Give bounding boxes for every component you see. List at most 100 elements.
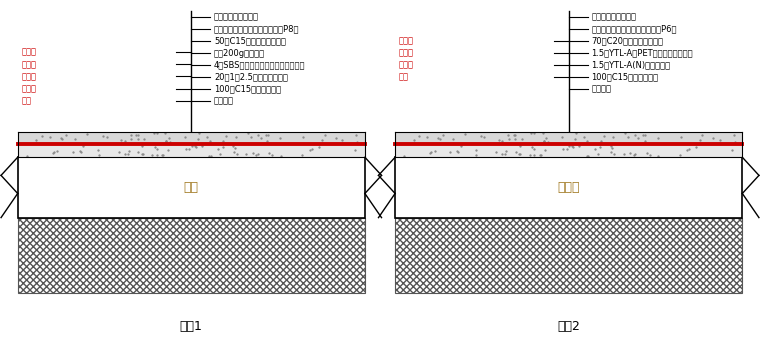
Point	[595, 139, 607, 144]
Point	[540, 135, 553, 141]
Bar	[395, 132, 743, 143]
Point	[274, 135, 287, 141]
Point	[55, 136, 67, 141]
Text: 地面（见工程做法）: 地面（见工程做法）	[214, 12, 259, 21]
Point	[263, 150, 275, 155]
Point	[131, 132, 143, 138]
Text: 花铺200g油毡一道: 花铺200g油毡一道	[214, 49, 265, 57]
Text: 抗渗钢筋混凝土底板（抗渗等级P6）: 抗渗钢筋混凝土底板（抗渗等级P6）	[591, 24, 677, 33]
Point	[97, 134, 109, 139]
Point	[629, 132, 641, 138]
Point	[136, 152, 148, 157]
Point	[21, 153, 33, 159]
Point	[150, 130, 163, 136]
Point	[592, 151, 604, 156]
Point	[398, 153, 410, 159]
Point	[570, 130, 582, 136]
Point	[652, 135, 664, 141]
Point	[52, 148, 64, 154]
Point	[424, 150, 436, 155]
Point	[296, 152, 309, 158]
Point	[115, 137, 127, 142]
Point	[569, 136, 581, 141]
Point	[179, 146, 192, 151]
Point	[496, 138, 508, 144]
Point	[230, 134, 242, 139]
Point	[150, 153, 163, 158]
Point	[56, 136, 68, 141]
Point	[707, 136, 719, 141]
Point	[78, 144, 90, 149]
Text: 地面（见工程做法）: 地面（见工程做法）	[591, 12, 636, 21]
Point	[67, 150, 79, 155]
Point	[618, 152, 630, 157]
Point	[509, 132, 521, 138]
Point	[492, 137, 505, 142]
Point	[81, 132, 93, 137]
Point	[69, 136, 81, 142]
Point	[644, 152, 656, 158]
Point	[229, 145, 241, 150]
Point	[250, 152, 262, 158]
Point	[581, 153, 593, 158]
Point	[162, 147, 174, 152]
Point	[148, 145, 160, 150]
Point	[36, 133, 48, 139]
Point	[349, 148, 361, 153]
Point	[515, 151, 527, 157]
Text: 防水层: 防水层	[399, 61, 414, 70]
Point	[100, 135, 112, 140]
Point	[119, 151, 131, 156]
Bar	[395, 157, 743, 218]
Point	[131, 132, 144, 138]
Point	[407, 137, 420, 143]
Point	[203, 153, 215, 158]
Point	[201, 134, 213, 140]
Text: 垫层: 垫层	[21, 96, 31, 105]
Point	[454, 144, 467, 149]
Point	[220, 134, 233, 139]
Bar	[395, 145, 743, 157]
Point	[132, 137, 144, 142]
Text: 1.5厚YTL-A(N)卷材防水层: 1.5厚YTL-A(N)卷材防水层	[591, 61, 670, 70]
Point	[275, 154, 287, 159]
Point	[231, 152, 243, 157]
Point	[330, 136, 342, 141]
Point	[673, 152, 686, 158]
Point	[240, 152, 252, 157]
Point	[123, 148, 135, 153]
Point	[242, 130, 254, 136]
Point	[306, 146, 318, 152]
Point	[255, 135, 267, 141]
Point	[499, 151, 511, 156]
Point	[474, 134, 486, 139]
Text: 筏板: 筏板	[184, 181, 199, 194]
Text: 20厚1：2.5水泥砂浆找平层: 20厚1：2.5水泥砂浆找平层	[214, 73, 288, 82]
Point	[336, 137, 348, 143]
Point	[157, 152, 169, 158]
Point	[350, 132, 363, 137]
Point	[252, 151, 264, 156]
Text: 找平层: 找平层	[21, 84, 36, 93]
Point	[146, 153, 158, 158]
Point	[557, 146, 569, 151]
Point	[478, 135, 490, 140]
Point	[125, 132, 137, 138]
Point	[160, 138, 173, 143]
Point	[313, 144, 325, 150]
Point	[452, 149, 464, 154]
Point	[188, 144, 201, 149]
Point	[122, 151, 134, 156]
Point	[247, 151, 259, 156]
Point	[597, 134, 610, 139]
Point	[624, 151, 636, 156]
Text: 止水板: 止水板	[558, 181, 580, 194]
Point	[163, 135, 175, 141]
Point	[147, 130, 160, 136]
Point	[297, 135, 309, 140]
Text: 防水层: 防水层	[399, 49, 414, 57]
Point	[470, 147, 482, 152]
Point	[567, 144, 579, 149]
Point	[622, 135, 634, 140]
Point	[137, 151, 149, 157]
